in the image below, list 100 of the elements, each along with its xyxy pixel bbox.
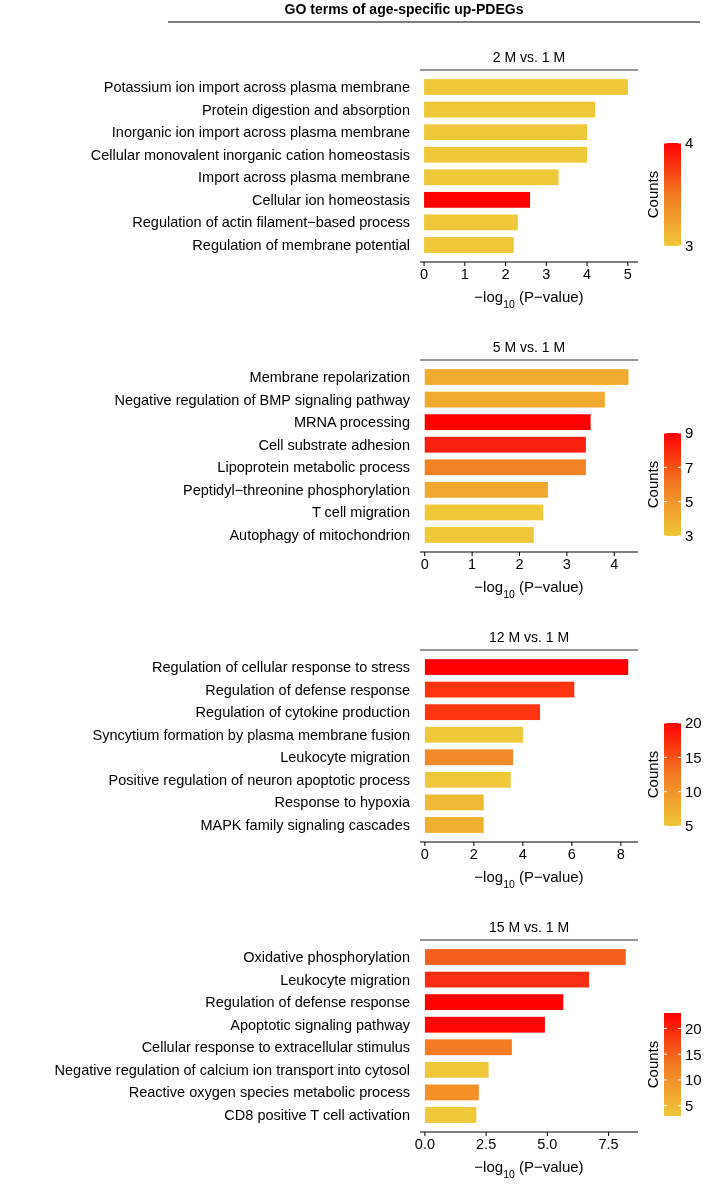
bar [424, 369, 629, 385]
y-tick-label: Import across plasma membrane [198, 169, 410, 186]
y-tick-label: Autophagy of mitochondrion [229, 527, 410, 544]
bar [424, 414, 591, 431]
text: GO terms of age-specific up-PDEGs [284, 1, 524, 17]
color-bar-label: 3 [685, 237, 694, 255]
y-tick-label: Lipoprotein metabolic process [217, 459, 410, 476]
y-tick-label: Response to hypoxia [274, 794, 411, 811]
y-tick-label: Inorganic ion import across plasma membrane [111, 124, 410, 141]
x-tick-label: 0 [420, 556, 429, 572]
color-bar-label: 10 [685, 1071, 702, 1089]
x-tick-label: 8 [616, 846, 625, 862]
colorbar: 3 4 Counts [644, 134, 694, 255]
bar [424, 681, 575, 698]
bar [424, 659, 629, 675]
bar [424, 794, 484, 811]
y-tick-label: Reactive oxygen species metabolic process [128, 1084, 410, 1101]
y-tick-label: Regulation of cellular response to stress [152, 659, 410, 676]
x-axis-title: −log$_{10}$ (P−value) [474, 868, 584, 890]
bar [424, 704, 541, 721]
y-tick-label: Cell substrate adhesion [258, 436, 410, 453]
x-tick-label: 5 [623, 266, 632, 282]
y-tick-label: Regulation of membrane potential [192, 237, 410, 254]
x-tick-label: 7.5 [598, 1136, 619, 1152]
x-tick-label: 2 [515, 556, 524, 572]
x-axis-title: −log$_{10}$ (P−value) [474, 578, 584, 600]
bar [424, 817, 484, 833]
x-tick-label: 2 [501, 266, 510, 282]
color-bar-label: 10 [685, 782, 702, 800]
bar [424, 436, 586, 453]
color-bar-label: 15 [685, 1045, 702, 1063]
color-bar-label: 4 [685, 134, 694, 152]
x-axis-title: −log$_{10}$ (P−value) [474, 288, 584, 310]
bar [424, 169, 559, 186]
x-axis-title: −log$_{10}$ (P−value) [474, 1158, 584, 1180]
bar [424, 726, 523, 743]
y-tick-label: Leukocyte migration [280, 749, 410, 766]
y-tick-label: Leukocyte migration [280, 971, 410, 988]
y-tick-label: Cellular ion homeostasis [252, 191, 410, 208]
x-tick-label: 4 [583, 266, 592, 282]
color-bar-label: 5 [685, 492, 694, 510]
y-tick-label: Oxidative phosphorylation [243, 949, 410, 966]
y-tick-label: Membrane repolarization [249, 369, 410, 386]
x-tick-label: 4 [518, 846, 527, 862]
x-tick-label: 4 [610, 556, 619, 572]
y-tick-label: CD8 positive T cell activation [224, 1107, 410, 1124]
bar [424, 504, 544, 521]
y-tick-label: MAPK family signaling cascades [200, 817, 410, 834]
bar [424, 79, 628, 95]
x-tick-label: 0.0 [414, 1136, 435, 1152]
color-bar-label: 20 [685, 714, 702, 732]
x-tick-label: 2 [469, 846, 478, 862]
y-tick-label: Peptidyl−threonine phosphorylation [183, 481, 410, 498]
x-tick-label: 2.5 [476, 1136, 497, 1152]
bar [424, 459, 586, 476]
y-tick-label: MRNA processing [293, 414, 410, 431]
x-tick-label: 3 [562, 556, 571, 572]
x-tick-label: 5.0 [537, 1136, 558, 1152]
color-bar-label: 3 [685, 527, 694, 545]
y-tick-label: Negative regulation of BMP signaling pathway [114, 391, 411, 408]
color-bar-label: 20 [685, 1019, 702, 1037]
x-tick-label: 1 [468, 556, 477, 572]
bar [424, 481, 548, 498]
bar [424, 214, 518, 231]
y-tick-label: Regulation of defense response [205, 994, 410, 1011]
x-tick-label: 3 [542, 266, 551, 282]
color-bar-title: Counts [644, 1040, 661, 1089]
bar [424, 749, 514, 766]
color-bar-title: Counts [644, 750, 661, 799]
bar [424, 124, 588, 141]
bar [424, 237, 514, 253]
color-bar-label: 5 [685, 1097, 694, 1114]
y-tick-label: T cell migration [311, 504, 410, 521]
bar [424, 949, 626, 965]
bar [424, 191, 531, 208]
y-tick-label: Positive regulation of neuron apoptotic process [108, 771, 410, 788]
bar [424, 1084, 479, 1101]
colorbar: 3 5 7 9 Counts [644, 424, 694, 545]
y-tick-label: Cellular response to extracellular stimulus [141, 1039, 410, 1056]
color-bar-label: 15 [685, 748, 702, 766]
chart-title: 12 M vs. 1 M [488, 629, 570, 645]
bar [424, 1016, 545, 1033]
x-tick-label: 0 [420, 846, 429, 862]
y-tick-label: Cellular monovalent inorganic cation homeostasis [90, 146, 410, 163]
y-tick-label: Regulation of cytokine production [195, 704, 410, 721]
bar [424, 1107, 477, 1123]
y-tick-label: Potassium ion import across plasma membrane [103, 79, 410, 96]
y-tick-label: Regulation of actin filament−based process [132, 214, 410, 231]
y-tick-label: Syncytium formation by plasma membrane fusion [92, 726, 410, 743]
bar [424, 971, 590, 988]
color-bar-title: Counts [644, 460, 661, 509]
color-bar-label: 9 [685, 424, 694, 442]
chart-title: 2 M vs. 1 M [492, 49, 566, 65]
x-tick-label: 1 [460, 266, 469, 282]
chart-title: 15 M vs. 1 M [488, 919, 570, 935]
color-bar-label: 5 [685, 817, 694, 835]
bar [424, 146, 588, 163]
colorbar: 5 10 15 20 Counts [644, 1013, 702, 1116]
colorbar: 5 10 15 20 Counts [644, 714, 702, 835]
y-tick-label: Negative regulation of calcium ion transport into cytosol [54, 1061, 410, 1078]
